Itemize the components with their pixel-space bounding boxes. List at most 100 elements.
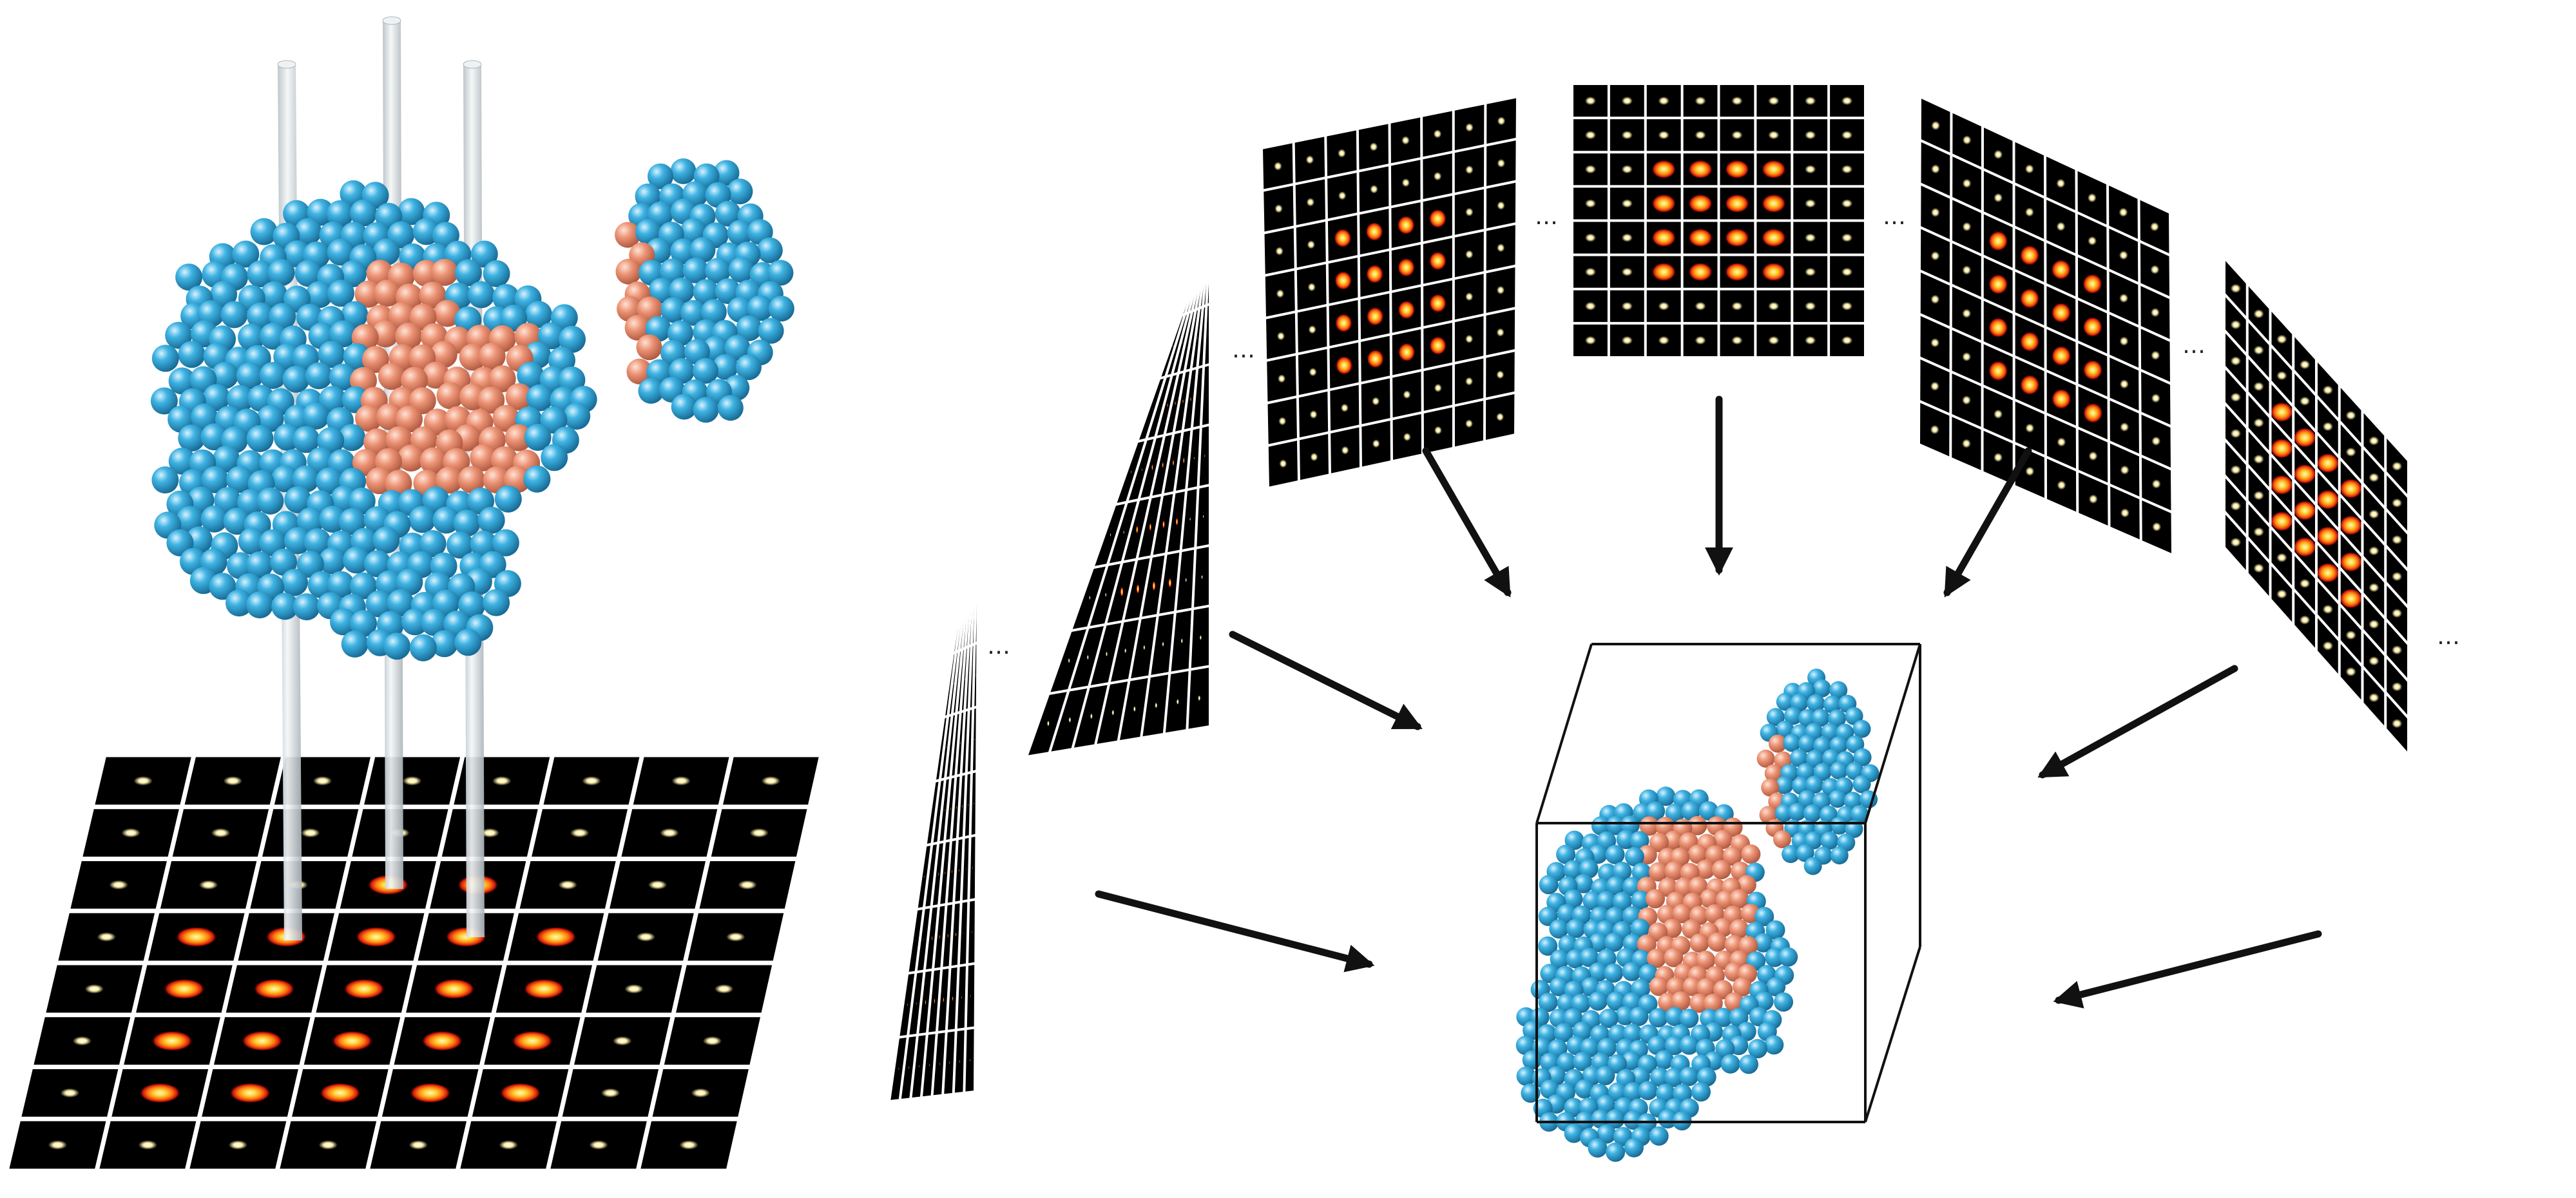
atom-icon-shell	[1804, 857, 1822, 875]
diffraction-spot	[1496, 370, 1504, 379]
diffraction-spot	[1090, 714, 1093, 719]
diffraction-spot	[1465, 123, 1474, 131]
diffraction-spot	[907, 1003, 908, 1006]
atom-icon-shell	[178, 341, 206, 368]
diffraction-spot	[1695, 336, 1706, 345]
atom-icon-shell	[1691, 1082, 1711, 1101]
atom-icon-shell	[1830, 761, 1848, 779]
atom-icon-shell	[251, 218, 278, 245]
diffraction-spot	[2276, 553, 2287, 562]
diffraction-spot	[726, 932, 745, 941]
diffraction-spot-bright	[500, 1083, 541, 1103]
diffraction-spot	[1089, 596, 1090, 600]
atom-icon-core	[637, 334, 662, 360]
diffraction-spot	[211, 828, 230, 837]
projection-panel-6	[2224, 258, 2408, 755]
atom-icon-shell	[563, 403, 590, 430]
diffraction-spot-bright	[1725, 160, 1749, 178]
diffraction-spot	[492, 776, 511, 785]
diffraction-spot-bright	[2020, 332, 2039, 352]
atom-icon-shell	[302, 403, 329, 430]
diffraction-spot	[1309, 325, 1316, 334]
cutaway-wedge	[615, 158, 794, 423]
diffraction-spot	[2057, 437, 2066, 446]
atom-icon-shell	[283, 366, 310, 393]
diffraction-spot	[939, 1063, 940, 1065]
projection-panel-1	[889, 578, 978, 1101]
diffraction-spot-bright	[2340, 479, 2362, 498]
diffraction-spot	[1658, 302, 1669, 310]
diffraction-spot-bright	[1652, 160, 1676, 178]
diffraction-spot	[1658, 97, 1669, 105]
diffraction-spot	[1124, 648, 1126, 653]
atom-icon-shell	[151, 466, 178, 493]
atom-icon-shell	[293, 593, 320, 620]
diffraction-spot-bright	[2340, 515, 2362, 535]
diffraction-spot	[1841, 131, 1852, 139]
diffraction-spot-bright	[1652, 195, 1676, 213]
diffraction-spot	[2119, 251, 2128, 260]
diffraction-spot	[2231, 393, 2241, 402]
diffraction-spot-bright	[2271, 475, 2293, 495]
diffraction-spot	[1841, 302, 1852, 310]
diffraction-spot	[1994, 150, 2003, 159]
diffraction-spot-bright	[1430, 336, 1447, 354]
atom-icon-shell	[256, 488, 284, 515]
beam-cap	[383, 17, 401, 24]
diffraction-spot	[2369, 583, 2379, 592]
diffraction-spot-bright	[512, 1031, 553, 1051]
diffraction-spot	[1465, 377, 1473, 385]
diffraction-spot-bright	[1689, 263, 1713, 281]
projection-panel-2	[1026, 243, 1210, 757]
arrow-icon	[2059, 934, 2318, 1000]
cube-edge	[1865, 947, 1920, 1122]
diffraction-spot	[1465, 166, 1473, 174]
diffraction-spot-bright	[2052, 389, 2071, 409]
diffraction-spot	[1841, 268, 1852, 276]
diffraction-spot	[2231, 356, 2241, 365]
diffraction-spot	[1805, 131, 1816, 139]
diffraction-spot	[2323, 422, 2333, 431]
diffraction-spot	[1434, 129, 1442, 138]
diffraction-spot	[2231, 465, 2241, 474]
diffraction-spot	[1198, 695, 1200, 701]
diffraction-spot	[2119, 207, 2128, 216]
diffraction-spot	[313, 776, 332, 785]
diffraction-spot	[1278, 417, 1286, 425]
diffraction-spot	[1805, 268, 1816, 276]
diffraction-spot	[1274, 204, 1282, 213]
diffraction-spot	[1585, 97, 1596, 105]
diffraction-spot-bright	[2271, 403, 2293, 422]
diffraction-spot-bright	[1689, 195, 1713, 213]
diffraction-spot-bright	[1429, 209, 1446, 228]
atom-icon-shell	[769, 296, 794, 321]
diffraction-spot-bright	[2083, 360, 2102, 380]
atom-icon-shell	[1778, 947, 1798, 967]
diffraction-spot-bright	[1430, 294, 1447, 312]
diffraction-spot	[2120, 508, 2129, 517]
diffraction-spot-bright	[2020, 245, 2039, 265]
atom-icon-shell	[341, 631, 369, 658]
diffraction-spot	[2323, 385, 2333, 394]
atom-icon-shell	[1853, 720, 1871, 738]
diffraction-spot	[2152, 522, 2161, 531]
diffraction-spot	[971, 995, 972, 998]
diffraction-spot	[2276, 589, 2287, 598]
diffraction-spot	[2323, 605, 2333, 614]
diffraction-spot	[2056, 179, 2065, 188]
diffraction-spot	[1931, 251, 1940, 260]
diffraction-spot	[2392, 682, 2402, 691]
diffraction-spot	[2151, 265, 2160, 274]
diffraction-spot-bright	[1366, 265, 1383, 283]
diffraction-spot-bright	[1988, 361, 2008, 381]
diffraction-spot-bright	[1988, 231, 2007, 251]
diffraction-spot	[1768, 336, 1779, 345]
diffraction-spot-bright	[2316, 563, 2339, 583]
diffraction-spot	[1372, 397, 1379, 405]
diffraction-spot-bright	[320, 1083, 360, 1103]
diffraction-spot-bright	[2294, 464, 2316, 484]
diffraction-spot	[2392, 499, 2402, 508]
diffraction-spot-bright	[422, 1031, 463, 1051]
diffraction-spot	[2151, 351, 2160, 360]
diffraction-spot	[1841, 199, 1852, 207]
